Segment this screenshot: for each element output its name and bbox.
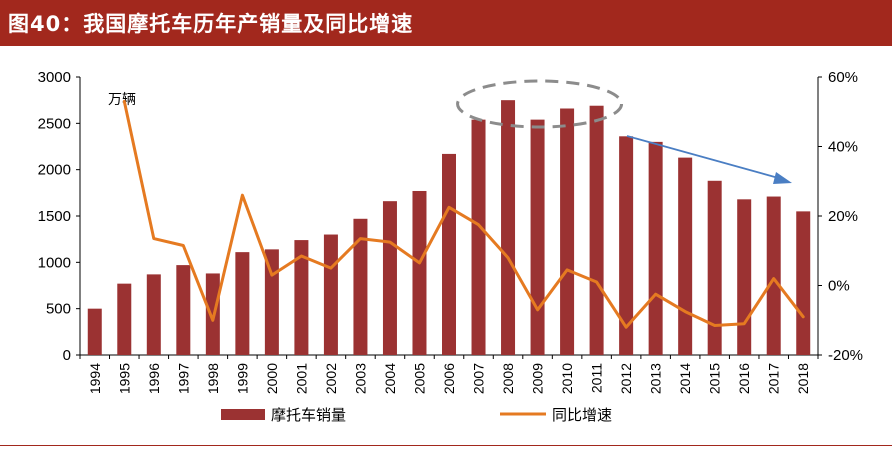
bar	[707, 180, 722, 355]
chart: 0 500 1000 1500 2000 2500 3000 -20% 0% 20% 40% 60% 1…	[38, 69, 863, 424]
trend-arrow-shaft	[626, 135, 783, 180]
x-tick-label: 2011	[589, 363, 605, 393]
x-tick-label: 2016	[736, 363, 752, 394]
peak-highlight-ellipse	[456, 79, 624, 129]
x-tick-label: 2005	[411, 363, 427, 394]
legend: 摩托车销量 同比增速	[221, 406, 612, 424]
y-left-tick-label: 0	[63, 347, 71, 364]
y-right-tick-label: 60%	[828, 69, 858, 86]
x-tick-label: 1998	[205, 363, 221, 394]
growth-line	[122, 99, 805, 329]
bar	[678, 157, 693, 355]
bar	[560, 108, 575, 355]
x-tick-label: 2002	[323, 363, 339, 394]
bar	[323, 234, 338, 355]
bar	[442, 153, 456, 355]
bar	[648, 141, 663, 355]
bar	[471, 119, 486, 355]
annotations	[456, 79, 792, 184]
bar	[796, 211, 811, 355]
legend-swatch-bar	[221, 409, 265, 420]
x-tick-label: 2012	[618, 363, 634, 394]
x-tick-label: 2004	[382, 363, 398, 394]
y-right-tick-label: 20%	[828, 208, 858, 225]
bottom-rule	[0, 445, 892, 446]
y-right-tick-label: 40%	[828, 139, 858, 156]
x-tick-label: 2003	[352, 363, 368, 394]
x-tick-label: 2001	[293, 363, 309, 394]
bar	[146, 274, 161, 355]
bar	[382, 201, 397, 355]
y-left-tick-label: 2500	[38, 115, 71, 132]
x-tick-label: 2014	[677, 363, 693, 394]
bar	[264, 249, 279, 355]
x-tick-label: 2006	[441, 363, 457, 394]
bar	[501, 100, 516, 355]
x-tick-label: 1994	[87, 363, 103, 394]
bar	[737, 199, 752, 355]
trend-arrow-head	[773, 172, 792, 184]
x-tick-label: 2013	[648, 363, 664, 394]
bar	[235, 252, 250, 355]
x-tick-label: 2008	[500, 363, 516, 394]
y-left-unit-label: 万辆	[108, 92, 136, 108]
bar	[294, 240, 309, 355]
x-tick-label: 1996	[146, 363, 162, 394]
x-tick-label: 1995	[116, 363, 132, 394]
y-left-tick-label: 3000	[38, 69, 71, 86]
x-tick-label: 2015	[707, 363, 723, 394]
y-left-tick-label: 2000	[38, 162, 71, 179]
x-tick-label: 2007	[471, 363, 487, 394]
y-right-tick-label: -20%	[828, 347, 863, 364]
bar	[589, 105, 604, 355]
x-tick-label: 2009	[530, 363, 546, 394]
bar	[412, 190, 427, 355]
x-tick-label: 2000	[264, 363, 280, 394]
bar	[353, 218, 368, 355]
y-left-tick-label: 1000	[38, 254, 71, 271]
x-tick-label: 1999	[234, 363, 250, 394]
chart-axes: 0 500 1000 1500 2000 2500 3000 -20% 0% 20% 40% 60% 1…	[38, 69, 863, 394]
figure-title: 图40：我国摩托车历年产销量及同比增速	[8, 12, 414, 36]
bar	[117, 283, 132, 355]
x-tick-label: 2017	[766, 363, 782, 394]
bar	[619, 136, 634, 355]
line-series	[122, 99, 805, 329]
legend-label-line: 同比增速	[552, 406, 612, 424]
figure-header: 图40：我国摩托车历年产销量及同比增速	[0, 0, 892, 46]
y-right-tick-label: 0%	[828, 278, 850, 295]
x-tick-label: 1997	[175, 363, 191, 394]
x-tick-label: 2010	[559, 363, 575, 394]
bar	[176, 265, 191, 355]
bar	[530, 119, 545, 355]
y-left-tick-label: 1500	[38, 208, 71, 225]
bar	[766, 196, 781, 355]
legend-label-bar: 摩托车销量	[271, 406, 346, 424]
x-tick-label: 2018	[795, 363, 811, 394]
bar	[87, 308, 102, 355]
bar-series	[87, 100, 811, 355]
y-left-tick-label: 500	[46, 301, 71, 318]
